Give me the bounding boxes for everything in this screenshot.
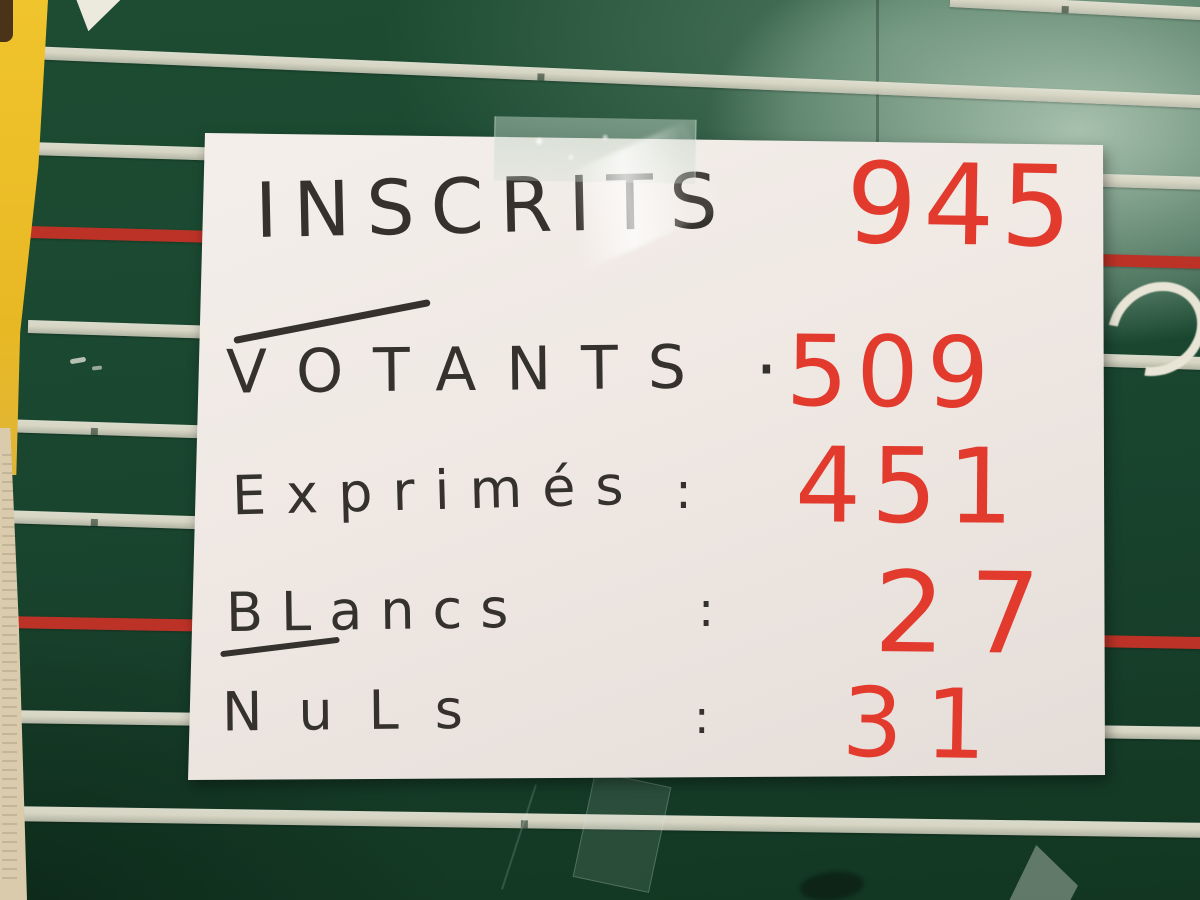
board-seam bbox=[876, 0, 879, 148]
sign-value-inscrits: 945 bbox=[844, 138, 1079, 274]
sign-label-exprimes: Exprimés bbox=[231, 453, 645, 528]
sign-separator-nuls: : bbox=[694, 690, 710, 744]
dark-corner-notch bbox=[0, 0, 13, 42]
sign-value-blancs: 27 bbox=[873, 548, 1066, 680]
sign-value-nuls: 31 bbox=[841, 666, 1010, 782]
sign-separator-exprimes: : bbox=[675, 462, 692, 520]
sign-label-votants: VOTANTS bbox=[225, 332, 717, 408]
sign-separator-votants: · bbox=[755, 327, 778, 411]
sign-value-exprimes: 451 bbox=[794, 424, 1024, 548]
sign-label-nuls: NuLs bbox=[221, 677, 500, 744]
sign-label-blancs: BLancs bbox=[225, 576, 527, 645]
sign-value-votants: 509 bbox=[785, 314, 998, 432]
sign-separator-blancs: : bbox=[698, 582, 715, 638]
